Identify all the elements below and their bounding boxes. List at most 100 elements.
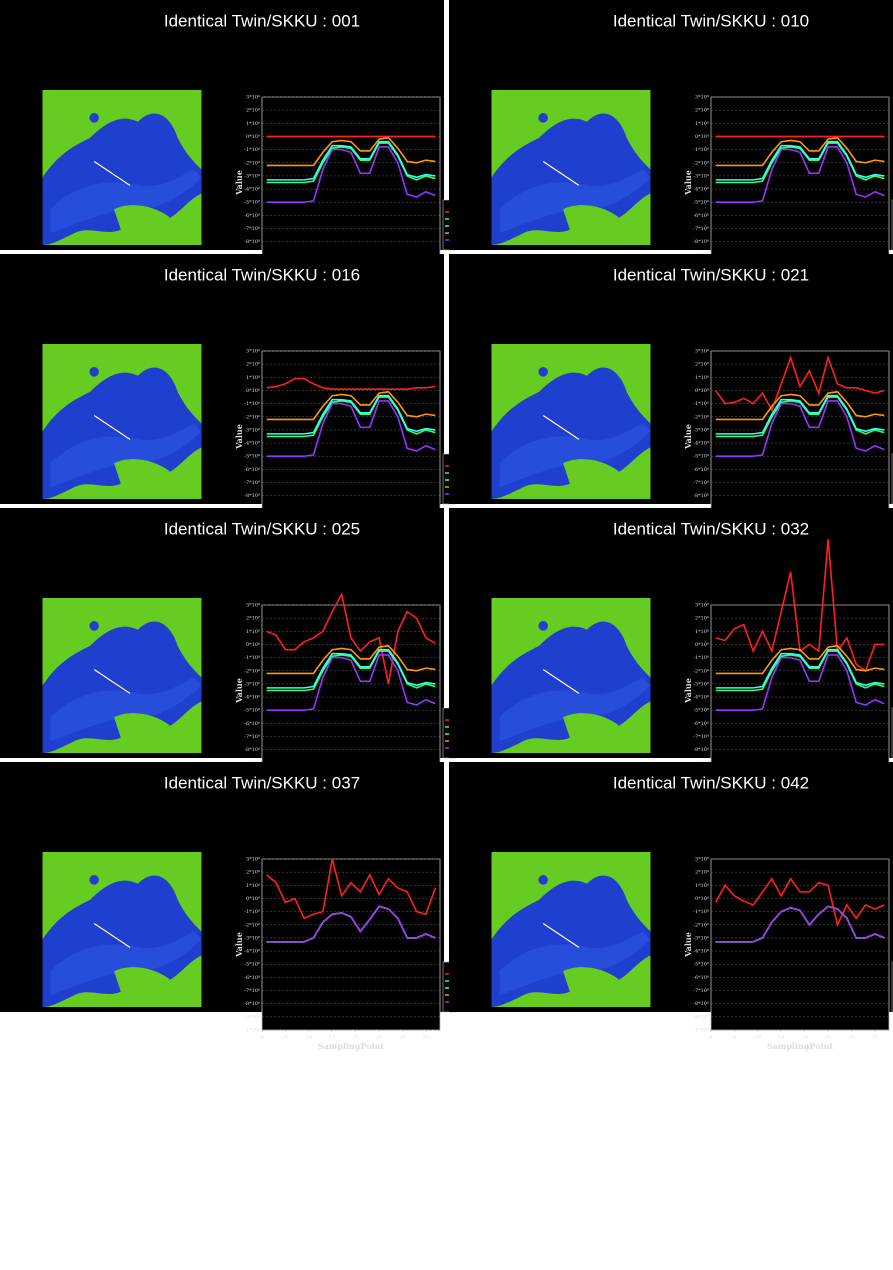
x-tick-label: 20 bbox=[352, 1035, 358, 1041]
y-tick-label: -4*10⁰ bbox=[244, 695, 260, 701]
series-line bbox=[266, 650, 436, 692]
y-tick-label: 1*10⁰ bbox=[695, 883, 709, 889]
series-line bbox=[714, 877, 885, 928]
map-image bbox=[41, 90, 203, 245]
x-tick-label: 25 bbox=[825, 1035, 831, 1041]
y-tick-label: 3*10⁰ bbox=[695, 349, 709, 355]
chart-title: Identical Twin/SKKU : 025 bbox=[164, 519, 360, 538]
y-axis-label: Value bbox=[683, 170, 693, 196]
panel: Identical Twin/SKKU : 025 3*10⁰ 2*10⁰ 1*10⁰… bbox=[0, 508, 456, 797]
y-tick-label: -4*10⁰ bbox=[244, 441, 260, 447]
plot-area bbox=[710, 858, 890, 1031]
y-tick-label: 1*10⁰ bbox=[246, 629, 260, 635]
panel: Identical Twin/SKKU : 037 3*10⁰ 2*10⁰ 1*10⁰… bbox=[0, 762, 456, 1051]
y-tick-label: -6*10⁰ bbox=[244, 467, 260, 473]
series-line bbox=[266, 400, 436, 458]
y-tick-label: -6*10⁰ bbox=[693, 213, 709, 219]
y-tick-label: -2*10⁰ bbox=[244, 160, 260, 166]
y-tick-label: 3*10⁰ bbox=[695, 857, 709, 863]
y-tick-label: -5*10⁰ bbox=[693, 708, 709, 714]
series-line bbox=[715, 140, 885, 181]
map-image bbox=[41, 598, 203, 753]
y-tick-label: 0*10⁰ bbox=[246, 642, 260, 648]
y-tick-label: -4*10⁰ bbox=[693, 949, 709, 955]
y-tick-label: 1*10⁰ bbox=[246, 121, 260, 127]
series-line bbox=[266, 390, 436, 421]
y-tick-label: -4*10⁰ bbox=[693, 187, 709, 193]
y-tick-label: -7*10⁰ bbox=[693, 226, 709, 232]
x-axis-label: SamplingPoint bbox=[318, 1041, 385, 1051]
y-tick-label: -1*10⁰ bbox=[693, 655, 709, 661]
series-line bbox=[715, 396, 885, 438]
x-tick-label: 25 bbox=[376, 1035, 382, 1041]
y-tick-label: -2*10⁰ bbox=[244, 922, 260, 928]
series-line bbox=[266, 592, 436, 685]
map-image bbox=[490, 90, 652, 245]
y-axis-label: Value bbox=[683, 678, 693, 704]
y-tick-label: 3*10⁰ bbox=[246, 603, 260, 609]
panel: Identical Twin/SKKU : 016 3*10⁰ 2*10⁰ 1*10⁰… bbox=[0, 254, 456, 543]
map-image bbox=[41, 344, 203, 499]
panel: Identical Twin/SKKU : 010 3*10⁰ 2*10⁰ 1*10⁰… bbox=[449, 0, 893, 289]
plot-area bbox=[261, 858, 441, 1031]
y-tick-label: -5*10⁰ bbox=[244, 708, 260, 714]
y-tick-label: 2*10⁰ bbox=[695, 362, 709, 368]
series-line bbox=[715, 390, 885, 421]
chart-title: Identical Twin/SKKU : 042 bbox=[613, 773, 809, 792]
series-line bbox=[266, 394, 436, 435]
y-tick-label: -2*10⁰ bbox=[693, 668, 709, 674]
series-line bbox=[715, 400, 885, 458]
x-tick-label: 30 bbox=[848, 1035, 854, 1041]
chart-title: Identical Twin/SKKU : 037 bbox=[164, 773, 360, 792]
series-line bbox=[715, 654, 885, 712]
y-tick-label: 1*10⁰ bbox=[246, 375, 260, 381]
y-tick-label: 1*10⁰ bbox=[695, 375, 709, 381]
y-tick-label: 0*10⁰ bbox=[695, 896, 709, 902]
x-tick-label: 15 bbox=[329, 1035, 335, 1041]
y-tick-label: -7*10⁰ bbox=[244, 988, 260, 994]
y-tick-label: 1*10⁰ bbox=[695, 121, 709, 127]
y-tick-label: 2*10⁰ bbox=[246, 870, 260, 876]
y-tick-label: 3*10⁰ bbox=[695, 603, 709, 609]
y-tick-label: -8*10⁰ bbox=[693, 747, 709, 753]
series-line bbox=[266, 654, 436, 712]
y-tick-label: -1*10⁰ bbox=[244, 401, 260, 407]
y-tick-label: -3*10⁰ bbox=[244, 935, 260, 941]
y-tick-label: 0*10⁰ bbox=[246, 134, 260, 140]
y-tick-label: -6*10⁰ bbox=[693, 721, 709, 727]
y-tick-label: -5*10⁰ bbox=[244, 962, 260, 968]
y-tick-label: -1*10⁰ bbox=[693, 401, 709, 407]
x-tick-label: 5 bbox=[284, 1035, 287, 1041]
series-line bbox=[715, 648, 885, 689]
series-line bbox=[715, 146, 885, 204]
panel: Identical Twin/SKKU : 021 3*10⁰ 2*10⁰ 1*10⁰… bbox=[449, 254, 893, 543]
y-tick-label: -4*10⁰ bbox=[244, 187, 260, 193]
y-tick-label: -9*10⁰ bbox=[244, 1014, 260, 1020]
y-tick-label: -3*10⁰ bbox=[244, 681, 260, 687]
chart-title: Identical Twin/SKKU : 021 bbox=[613, 265, 809, 284]
y-tick-label: 3*10⁰ bbox=[246, 95, 260, 101]
y-tick-label: -6*10⁰ bbox=[693, 975, 709, 981]
series-line bbox=[266, 905, 436, 943]
series-line bbox=[266, 858, 437, 920]
y-axis-label: Value bbox=[234, 932, 244, 958]
y-tick-label: 2*10⁰ bbox=[695, 108, 709, 114]
y-tick-label: -5*10⁰ bbox=[244, 454, 260, 460]
y-tick-label: -2*10⁰ bbox=[244, 414, 260, 420]
y-tick-label: -2*10⁰ bbox=[244, 668, 260, 674]
y-tick-label: 3*10⁰ bbox=[246, 349, 260, 355]
y-axis-label: Value bbox=[683, 932, 693, 958]
y-tick-label: -3*10⁰ bbox=[693, 427, 709, 433]
x-tick-label: 0 bbox=[709, 1035, 712, 1041]
series-line bbox=[266, 396, 436, 438]
y-tick-label: 0*10⁰ bbox=[695, 642, 709, 648]
y-tick-label: -2*10⁰ bbox=[693, 160, 709, 166]
y-tick-label: -5*10⁰ bbox=[693, 200, 709, 206]
y-tick-label: -7*10⁰ bbox=[693, 734, 709, 740]
y-tick-label: -3*10⁰ bbox=[244, 427, 260, 433]
y-axis-label: Value bbox=[683, 424, 693, 450]
y-tick-label: 3*10⁰ bbox=[695, 95, 709, 101]
y-tick-label: 2*10⁰ bbox=[246, 362, 260, 368]
series-line bbox=[715, 136, 885, 167]
panel: Identical Twin/SKKU : 042 3*10⁰ 2*10⁰ 1*10⁰… bbox=[449, 762, 893, 1051]
